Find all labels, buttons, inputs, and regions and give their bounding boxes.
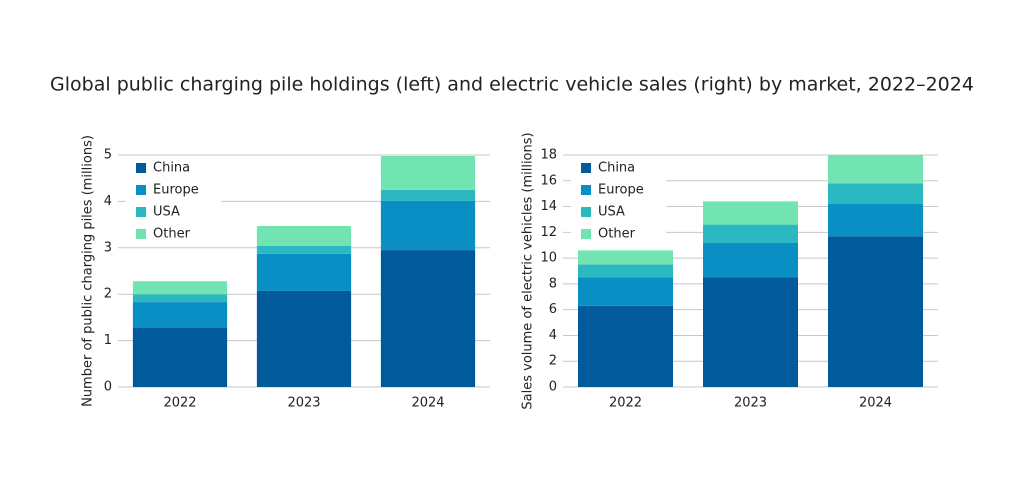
y-axis-label: Number of public charging piles (million… [81, 135, 96, 407]
y-tick-label: 3 [104, 240, 112, 255]
bar-segment [828, 203, 923, 237]
y-tick-label: 16 [540, 173, 557, 188]
legend-swatch [136, 229, 146, 239]
bar-segment [828, 183, 923, 204]
y-tick-label: 10 [540, 251, 557, 266]
legend-label: China [153, 161, 190, 176]
bar-segment [256, 290, 352, 387]
bar-segment [380, 155, 476, 190]
x-tick-label: 2024 [859, 396, 892, 411]
bar-segment [256, 225, 352, 246]
legend-swatch [136, 163, 146, 173]
bar-segment [380, 189, 476, 201]
x-tick-label: 2023 [287, 396, 320, 411]
legend-swatch [581, 229, 591, 239]
y-tick-label: 1 [104, 333, 112, 348]
bar-segment [380, 200, 476, 251]
bar-segment [578, 250, 673, 265]
bar-segment [132, 327, 228, 387]
y-tick-label: 12 [540, 225, 557, 240]
y-tick-label: 5 [104, 148, 112, 163]
legend-label: USA [598, 205, 625, 220]
y-tick-label: 6 [549, 302, 557, 317]
legend-label: Europe [153, 183, 199, 198]
bar-segment [380, 250, 476, 387]
y-tick-label: 18 [540, 148, 557, 163]
legend-label: Other [598, 227, 636, 242]
legend-label: Europe [598, 183, 644, 198]
legend-label: Other [153, 227, 191, 242]
bar-segment [828, 236, 923, 387]
y-tick-label: 0 [549, 380, 557, 395]
legend-swatch [581, 185, 591, 195]
legend-swatch [581, 163, 591, 173]
legend-label: China [598, 161, 635, 176]
bar-segment [578, 305, 673, 387]
x-tick-label: 2022 [609, 396, 642, 411]
y-tick-label: 4 [549, 328, 557, 343]
y-tick-label: 2 [549, 354, 557, 369]
y-tick-label: 4 [104, 194, 112, 209]
y-tick-label: 8 [549, 276, 557, 291]
legend-swatch [581, 207, 591, 217]
bar-segment [578, 264, 673, 278]
x-tick-label: 2024 [411, 396, 444, 411]
legend-swatch [136, 207, 146, 217]
bar-segment [828, 155, 923, 184]
bar-segment [132, 281, 228, 295]
y-axis-label: Sales volume of electric vehicles (milli… [521, 132, 536, 409]
bar-segment [703, 201, 798, 225]
bar-segment [703, 242, 798, 278]
y-tick-label: 14 [540, 199, 557, 214]
bar-segment [132, 302, 228, 328]
y-tick-label: 2 [104, 287, 112, 302]
legend-swatch [136, 185, 146, 195]
bar-segment [132, 294, 228, 303]
bar-segment [256, 253, 352, 291]
chart-title: Global public charging pile holdings (le… [50, 74, 974, 96]
y-tick-label: 0 [104, 380, 112, 395]
x-tick-label: 2022 [163, 396, 196, 411]
x-tick-label: 2023 [734, 396, 767, 411]
legend-label: USA [153, 205, 180, 220]
bar-segment [703, 277, 798, 387]
bar-segment [578, 277, 673, 306]
bar-segment [703, 224, 798, 243]
bar-segment [256, 245, 352, 254]
